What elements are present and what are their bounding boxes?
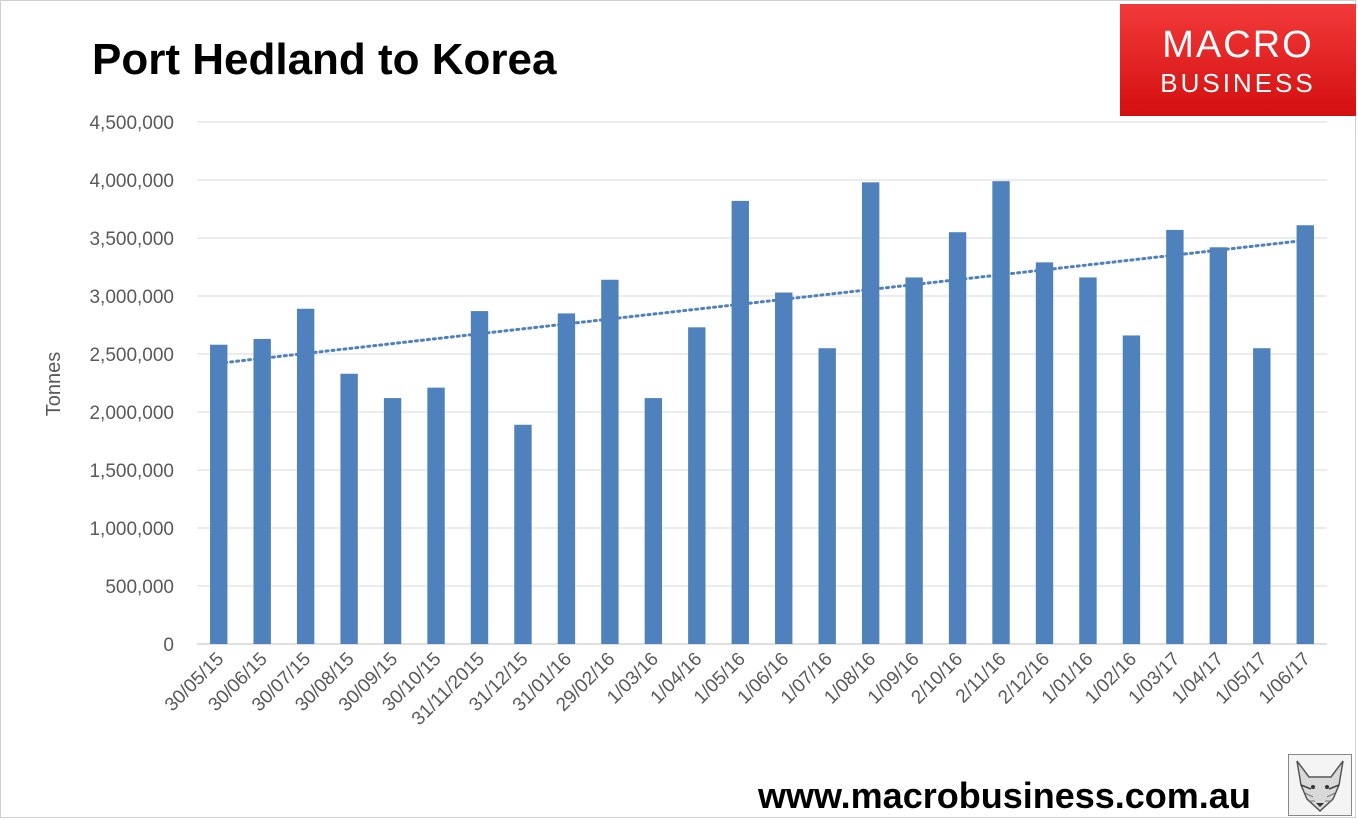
x-tick-labels: 30/05/1530/06/1530/07/1530/08/1530/09/15… bbox=[161, 649, 1315, 730]
macro-business-logo: MACRO BUSINESS bbox=[1120, 4, 1356, 116]
y-tick-label: 4,500,000 bbox=[89, 113, 174, 134]
bar bbox=[601, 279, 619, 644]
y-tick-label: 1,000,000 bbox=[89, 519, 174, 540]
bar bbox=[470, 311, 489, 644]
chart-title: Port Hedland to Korea bbox=[92, 35, 557, 84]
y-tick-label: 500,000 bbox=[105, 577, 174, 598]
y-tick-label: 3,500,000 bbox=[89, 229, 174, 250]
bar bbox=[861, 182, 880, 644]
y-axis-label: Tonnes bbox=[43, 352, 65, 417]
logo-line-1: MACRO bbox=[1162, 24, 1314, 66]
y-tick-label: 2,500,000 bbox=[89, 345, 174, 366]
y-tick-label: 1,500,000 bbox=[89, 461, 174, 482]
bar bbox=[688, 327, 706, 644]
bar bbox=[383, 398, 402, 644]
bar bbox=[1166, 229, 1184, 644]
bar bbox=[644, 398, 663, 644]
trendline bbox=[217, 238, 1307, 365]
bar bbox=[818, 348, 836, 644]
bar bbox=[1079, 277, 1097, 644]
bar bbox=[731, 200, 749, 644]
bars bbox=[210, 181, 1314, 645]
bar bbox=[210, 344, 228, 644]
bar bbox=[427, 387, 445, 644]
bar bbox=[253, 338, 271, 644]
bar bbox=[1209, 247, 1228, 644]
gridlines bbox=[197, 121, 1327, 645]
bar bbox=[514, 424, 532, 644]
bar bbox=[775, 292, 793, 644]
bar bbox=[948, 232, 967, 644]
bar bbox=[1253, 348, 1271, 644]
bar bbox=[340, 373, 358, 644]
bar bbox=[992, 181, 1010, 644]
trendline-path bbox=[217, 238, 1307, 365]
bar bbox=[1122, 335, 1141, 644]
bar bbox=[1035, 262, 1054, 644]
y-tick-label: 4,000,000 bbox=[89, 171, 174, 192]
y-tick-label: 2,000,000 bbox=[89, 403, 174, 424]
bar bbox=[1296, 225, 1314, 645]
bar bbox=[296, 308, 315, 644]
bar bbox=[905, 277, 923, 644]
y-tick-label: 3,000,000 bbox=[89, 287, 174, 308]
y-tick-labels: 0 500,000 1,000,000 1,500,000 2,000,000 2,500… bbox=[89, 113, 174, 656]
bar bbox=[557, 313, 576, 644]
fox-icon bbox=[1288, 754, 1352, 816]
y-tick-label: 0 bbox=[163, 635, 174, 656]
logo-line-2: BUSINESS bbox=[1160, 68, 1316, 98]
footer-url: www.macrobusiness.com.au bbox=[758, 775, 1251, 816]
